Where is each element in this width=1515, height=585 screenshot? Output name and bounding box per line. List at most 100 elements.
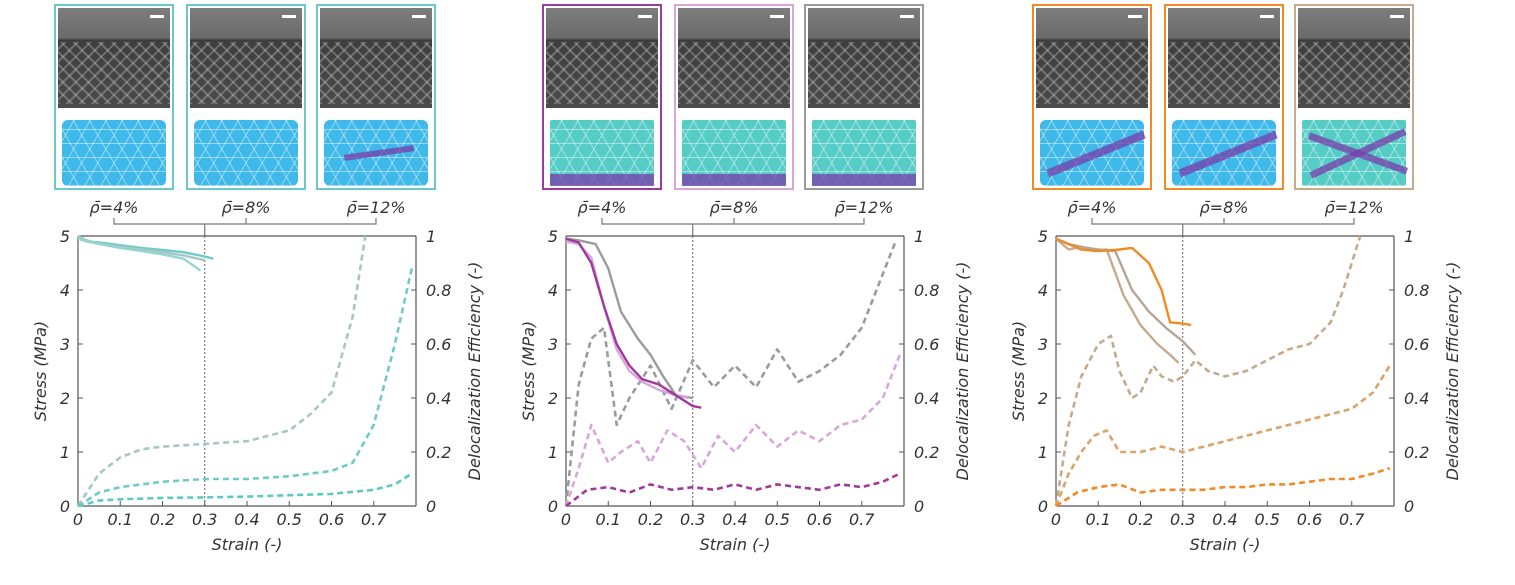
lattice-texture xyxy=(320,42,432,104)
y-axis-label-left: Stress (MPa) xyxy=(519,321,538,421)
x-tick-label: 0.1 xyxy=(596,510,621,529)
efficiency-series-line xyxy=(1055,466,1391,508)
simulation-mesh xyxy=(682,120,786,186)
stress-strain-chart: 0 0.1 0.2 0.3 0.4 0.5 0.6 0.7 0 1 2 3 4 5 0 0.2 0.4 0.6 0.… xyxy=(31,218,484,554)
x-tick-label: 0.3 xyxy=(1170,510,1195,529)
lattice-texture xyxy=(808,42,920,104)
scale-bar xyxy=(412,15,426,18)
y-tick-label-right: 0.2 xyxy=(1404,443,1429,462)
x-tick-label: 0.4 xyxy=(234,510,259,529)
y-tick-label-right: 0.4 xyxy=(914,389,939,408)
lattice-texture xyxy=(190,42,302,104)
x-tick-label: 0 xyxy=(73,510,83,529)
y-tick-label-right: 0.6 xyxy=(914,335,939,354)
specimen-thumbnail xyxy=(542,4,662,190)
efficiency-series-line xyxy=(565,472,901,508)
x-tick-label: 0.2 xyxy=(150,510,175,529)
specimen-photo xyxy=(808,8,920,108)
specimen-photo xyxy=(1168,8,1280,108)
specimen-photo xyxy=(190,8,302,108)
specimen-thumbnail xyxy=(1032,4,1152,190)
chart-panel-3: ρ̄=4% ρ̄=8% ρ̄=12% 0 0.1 0.2 0.3 0.4 0.5 0.6 0.7 0 1… xyxy=(978,0,1478,585)
y-tick-label-left: 2 xyxy=(548,389,558,408)
density-label: ρ̄=8% xyxy=(1199,198,1249,217)
x-tick-label: 0.3 xyxy=(680,510,705,529)
lattice-texture xyxy=(1298,42,1410,104)
y-tick-label-left: 1 xyxy=(60,443,70,462)
y-tick-label-left: 2 xyxy=(1038,389,1048,408)
y-tick-label-right: 0 xyxy=(426,497,436,516)
y-tick-label-right: 0 xyxy=(1404,497,1414,516)
y-tick-label-right: 0 xyxy=(914,497,924,516)
y-tick-label-left: 4 xyxy=(60,281,70,300)
y-tick-label-left: 4 xyxy=(548,281,558,300)
density-label: ρ̄=12% xyxy=(1324,198,1384,217)
scale-bar xyxy=(770,15,784,18)
efficiency-series-line xyxy=(76,235,367,507)
x-tick-label: 0.2 xyxy=(638,510,663,529)
lattice-texture xyxy=(1036,42,1148,104)
y-tick-label-left: 3 xyxy=(1038,335,1048,354)
specimen-thumbnail xyxy=(316,4,436,190)
stress-series-line xyxy=(1055,237,1192,327)
y-tick-label-right: 0.8 xyxy=(1404,281,1429,300)
y-tick-label-left: 0 xyxy=(1038,497,1048,516)
y-tick-label-left: 1 xyxy=(1038,443,1048,462)
efficiency-series-line xyxy=(564,354,902,507)
chart-panel-2: ρ̄=4% ρ̄=8% ρ̄=12% 0 0.1 0.2 0.3 0.4 0.5 0.6 0.7 0 1… xyxy=(488,0,988,585)
simulation-mesh xyxy=(324,120,428,186)
y-tick-label-left: 0 xyxy=(60,497,70,516)
x-tick-label: 0.6 xyxy=(1297,510,1322,529)
lattice-texture xyxy=(58,42,170,104)
density-label: ρ̄=8% xyxy=(709,198,759,217)
specimen-photo xyxy=(320,8,432,108)
efficiency-series-line xyxy=(564,240,897,507)
specimen-photo xyxy=(1298,8,1410,108)
scale-bar xyxy=(282,15,296,18)
specimen-thumbnail xyxy=(186,4,306,190)
lattice-texture xyxy=(546,42,658,104)
x-tick-label: 0.5 xyxy=(1255,510,1280,529)
y-tick-label-right: 1 xyxy=(914,227,924,246)
chart-panel-1: ρ̄=4% ρ̄=8% ρ̄=12% 0 0.1 0.2 0.3 0.4 0.5 0.6 0.7 0 1… xyxy=(0,0,500,585)
lattice-texture xyxy=(678,42,790,104)
stress-strain-chart: 0 0.1 0.2 0.3 0.4 0.5 0.6 0.7 0 1 2 3 4 5 0 0.2 0.4 0.6 0.… xyxy=(1009,218,1462,554)
simulation-mesh xyxy=(62,120,166,186)
scale-bar xyxy=(1260,15,1274,18)
y-tick-label-left: 0 xyxy=(548,497,558,516)
density-bracket xyxy=(113,218,377,236)
y-tick-label-right: 1 xyxy=(1404,227,1414,246)
y-tick-label-right: 0.6 xyxy=(426,335,451,354)
scale-bar xyxy=(1128,15,1142,18)
stress-series-line xyxy=(77,234,214,260)
density-label: ρ̄=12% xyxy=(834,198,894,217)
y-tick-label-right: 0.6 xyxy=(1404,335,1429,354)
x-tick-label: 0.7 xyxy=(361,510,387,529)
efficiency-series-line xyxy=(77,472,413,508)
specimen-thumbnail xyxy=(54,4,174,190)
x-tick-label: 0.6 xyxy=(807,510,832,529)
y-tick-label-right: 0.4 xyxy=(426,389,451,408)
y-tick-label-left: 5 xyxy=(1038,227,1048,246)
density-label: ρ̄=4% xyxy=(577,198,627,217)
specimen-thumbnail xyxy=(1294,4,1414,190)
x-tick-label: 0.2 xyxy=(1128,510,1153,529)
simulation-mesh xyxy=(812,120,916,186)
y-tick-label-left: 3 xyxy=(60,335,70,354)
y-tick-label-right: 0.8 xyxy=(426,281,451,300)
simulation-mesh xyxy=(1172,120,1278,186)
specimen-photo xyxy=(546,8,658,108)
stress-series-line xyxy=(77,237,202,272)
x-tick-label: 0.1 xyxy=(108,510,133,529)
x-axis-label: Strain (-) xyxy=(212,535,283,554)
x-tick-label: 0.4 xyxy=(722,510,747,529)
x-tick-label: 0 xyxy=(1051,510,1061,529)
x-tick-label: 0.7 xyxy=(849,510,875,529)
localization-band xyxy=(812,174,916,186)
y-axis-label-right: Delocalization Efficiency (-) xyxy=(1443,262,1462,481)
y-tick-label-left: 4 xyxy=(1038,281,1048,300)
stress-series-line xyxy=(565,237,693,400)
x-axis-label: Strain (-) xyxy=(1190,535,1261,554)
x-tick-label: 0.3 xyxy=(192,510,217,529)
